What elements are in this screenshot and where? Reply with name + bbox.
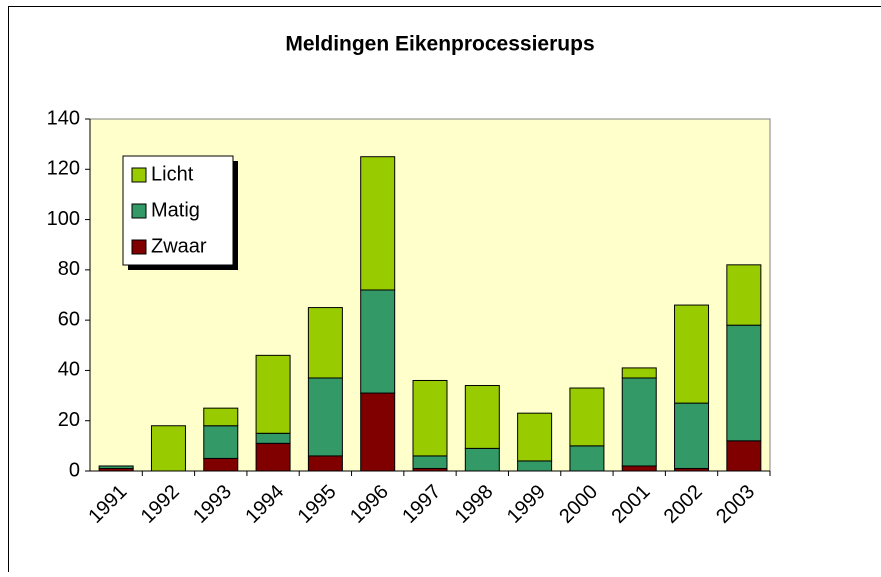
y-tick-label: 140	[47, 107, 80, 129]
y-tick-label: 20	[58, 409, 80, 431]
bar-segment	[413, 380, 447, 455]
legend-swatch	[132, 204, 146, 218]
bar-segment	[727, 325, 761, 441]
bar-segment	[727, 441, 761, 471]
bar-segment	[727, 265, 761, 325]
bar-segment	[308, 308, 342, 378]
y-tick-label: 40	[58, 359, 80, 381]
bar-segment	[570, 446, 604, 471]
bar-segment	[465, 448, 499, 471]
bar-segment	[622, 466, 656, 471]
bar-segment	[675, 403, 709, 468]
bar-segment	[256, 355, 290, 433]
bar-segment	[518, 461, 552, 471]
bar-segment	[622, 368, 656, 378]
bar-segment	[361, 393, 395, 471]
y-tick-label: 120	[47, 158, 80, 180]
y-tick-label: 100	[47, 208, 80, 230]
bar-segment	[361, 157, 395, 290]
y-tick-label: 0	[69, 459, 80, 481]
legend-label: Licht	[151, 163, 194, 185]
bar-segment	[99, 466, 133, 469]
bar-segment	[622, 378, 656, 466]
bar-segment	[518, 413, 552, 461]
legend-label: Zwaar	[151, 235, 207, 257]
bar-segment	[465, 386, 499, 449]
bar-segment	[413, 456, 447, 469]
bar-segment	[151, 426, 185, 471]
y-tick-label: 60	[58, 308, 80, 330]
bar-segment	[256, 443, 290, 471]
bar-segment	[204, 408, 238, 426]
bar-segment	[570, 388, 604, 446]
legend-swatch	[132, 168, 146, 182]
bar-segment	[256, 433, 290, 443]
bar-segment	[204, 426, 238, 459]
legend-label: Matig	[151, 199, 200, 221]
bar-segment	[675, 305, 709, 403]
bar-segment	[308, 378, 342, 456]
bar-segment	[204, 458, 238, 471]
legend-swatch	[132, 240, 146, 254]
y-tick-label: 80	[58, 258, 80, 280]
bar-segment	[308, 456, 342, 471]
bar-segment	[361, 290, 395, 393]
chart-title: Meldingen Eikenprocessierups	[285, 33, 594, 56]
